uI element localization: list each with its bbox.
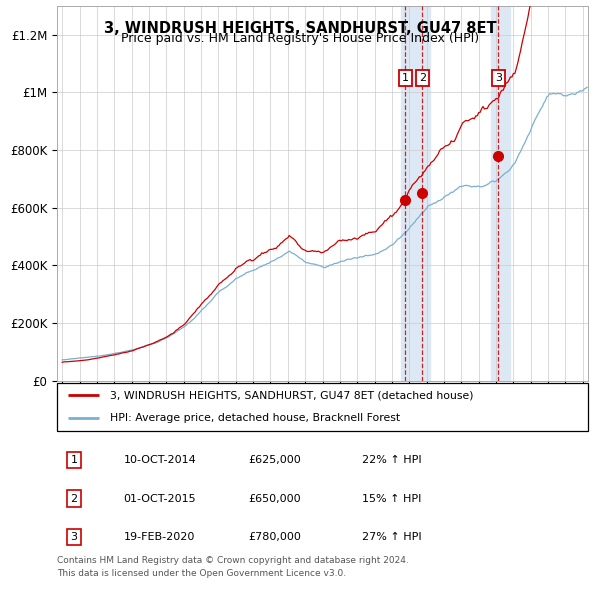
- Text: 3: 3: [70, 532, 77, 542]
- Text: Price paid vs. HM Land Registry's House Price Index (HPI): Price paid vs. HM Land Registry's House …: [121, 32, 479, 45]
- Text: 10-OCT-2014: 10-OCT-2014: [124, 455, 196, 465]
- Text: 01-OCT-2015: 01-OCT-2015: [124, 494, 196, 503]
- Text: This data is licensed under the Open Government Licence v3.0.: This data is licensed under the Open Gov…: [57, 569, 346, 578]
- Text: 1: 1: [402, 73, 409, 83]
- Text: £625,000: £625,000: [248, 455, 301, 465]
- Text: 22% ↑ HPI: 22% ↑ HPI: [362, 455, 422, 465]
- Text: 3, WINDRUSH HEIGHTS, SANDHURST, GU47 8ET (detached house): 3, WINDRUSH HEIGHTS, SANDHURST, GU47 8ET…: [110, 391, 473, 401]
- Text: 19-FEB-2020: 19-FEB-2020: [124, 532, 195, 542]
- Bar: [401, 6, 430, 381]
- Text: £780,000: £780,000: [248, 532, 301, 542]
- Text: 2: 2: [70, 494, 77, 503]
- Text: 15% ↑ HPI: 15% ↑ HPI: [362, 494, 422, 503]
- Text: 1: 1: [70, 455, 77, 465]
- Text: 27% ↑ HPI: 27% ↑ HPI: [362, 532, 422, 542]
- Text: 3: 3: [495, 73, 502, 83]
- Text: 2: 2: [419, 73, 426, 83]
- Text: £650,000: £650,000: [248, 494, 301, 503]
- Text: 3, WINDRUSH HEIGHTS, SANDHURST, GU47 8ET: 3, WINDRUSH HEIGHTS, SANDHURST, GU47 8ET: [104, 21, 496, 35]
- Bar: [491, 6, 510, 381]
- Text: Contains HM Land Registry data © Crown copyright and database right 2024.: Contains HM Land Registry data © Crown c…: [57, 556, 409, 565]
- Text: HPI: Average price, detached house, Bracknell Forest: HPI: Average price, detached house, Brac…: [110, 413, 400, 422]
